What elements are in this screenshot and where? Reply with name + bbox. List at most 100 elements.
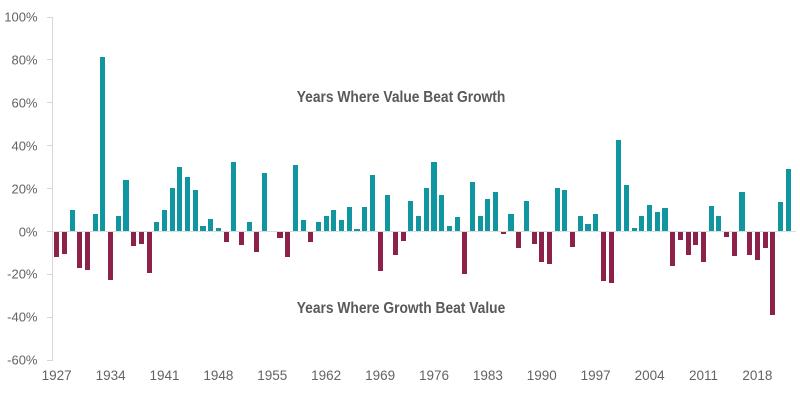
- x-axis-tick-label: 2004: [634, 368, 665, 383]
- x-axis-tick-label: 1962: [311, 368, 342, 383]
- bar-2008: [677, 232, 683, 241]
- bar-1934: [108, 232, 114, 281]
- bar-1988: [523, 201, 529, 231]
- bar-1974: [416, 215, 422, 231]
- bar-1932: [92, 213, 98, 231]
- y-axis-tick-label: 0%: [18, 224, 38, 239]
- annotation-growth-beat-value: Years Where Growth Beat Value: [296, 299, 506, 317]
- bar-1949: [223, 232, 229, 243]
- bar-2012: [708, 205, 714, 231]
- bar-1997: [593, 213, 599, 231]
- bar-1958: [292, 164, 298, 231]
- bar-1982: [477, 216, 483, 231]
- y-axis-tick-label: -60%: [7, 352, 38, 368]
- bar-1981: [469, 181, 476, 231]
- bar-1999: [608, 232, 614, 283]
- bar-1968: [369, 175, 375, 231]
- bar-2014: [724, 232, 730, 238]
- bar-1989: [531, 232, 537, 244]
- bar-1942: [169, 188, 175, 231]
- x-axis-tick-label: 2011: [688, 368, 719, 383]
- bar-1947: [208, 218, 214, 231]
- bar-1938: [138, 232, 144, 244]
- y-tick-mark: [47, 59, 52, 61]
- annotation-value-beat-growth: Years Where Value Beat Growth: [296, 88, 506, 106]
- bar-1948: [215, 228, 221, 231]
- x-axis-tick-label: 1941: [149, 368, 180, 383]
- bar-1970: [385, 194, 391, 231]
- bar-2009: [685, 232, 691, 255]
- bar-2011: [700, 232, 707, 263]
- x-axis-tick-label: 1983: [472, 368, 503, 383]
- x-axis-tick-label: 1948: [203, 368, 234, 383]
- bar-1952: [246, 222, 252, 231]
- bar-1929: [69, 209, 75, 231]
- bar-1992: [554, 188, 560, 231]
- bar-1937: [131, 232, 137, 246]
- y-axis-tick-label: -20%: [7, 266, 38, 282]
- bar-1963: [331, 209, 337, 231]
- bar-1936: [123, 179, 129, 231]
- bar-1960: [308, 232, 314, 243]
- bar-2020: [770, 232, 776, 315]
- bar-2005: [654, 212, 660, 231]
- x-axis-tick-label: 1969: [365, 368, 396, 383]
- bar-1935: [115, 215, 121, 231]
- bar-1961: [315, 222, 322, 231]
- bar-1951: [238, 232, 245, 245]
- bar-1971: [392, 232, 399, 255]
- bar-1973: [408, 200, 414, 231]
- bar-2007: [670, 232, 676, 267]
- bar-1944: [185, 177, 191, 231]
- bar-1996: [585, 224, 591, 231]
- bar-1987: [516, 232, 522, 248]
- y-axis-tick-label: 60%: [11, 95, 38, 111]
- bar-1985: [500, 232, 506, 235]
- bar-1962: [323, 215, 329, 231]
- bar-1979: [454, 217, 460, 231]
- y-tick-mark: [47, 231, 52, 232]
- bar-1933: [100, 57, 106, 231]
- x-axis-tick-label: 1976: [418, 368, 450, 383]
- bar-2017: [747, 232, 753, 255]
- bar-1986: [508, 214, 514, 231]
- bar-1957: [285, 232, 291, 257]
- bar-2015: [731, 232, 737, 257]
- bar-1975: [423, 188, 429, 231]
- bar-1943: [177, 166, 183, 231]
- bar-2019: [762, 232, 768, 248]
- bar-2018: [754, 232, 760, 261]
- y-tick-mark: [47, 102, 52, 104]
- y-tick-mark: [47, 273, 52, 275]
- bar-1959: [300, 220, 306, 231]
- bar-1965: [346, 207, 352, 231]
- bar-1964: [339, 219, 345, 231]
- bar-1939: [146, 232, 152, 273]
- bar-1956: [277, 232, 283, 239]
- bar-1978: [446, 226, 452, 231]
- x-axis-tick-label: 1934: [95, 368, 126, 383]
- zero-baseline: [52, 231, 796, 232]
- y-axis-tick-label: -40%: [7, 309, 38, 325]
- bar-2010: [693, 232, 699, 246]
- bar-1950: [231, 162, 237, 231]
- bar-1983: [485, 199, 491, 231]
- bar-1991: [546, 232, 553, 265]
- y-tick-mark: [47, 316, 52, 318]
- bar-1945: [192, 190, 198, 231]
- bar-1927: [54, 232, 60, 257]
- x-axis-tick-label: 1997: [580, 368, 611, 383]
- x-axis-tick-label: 2018: [742, 368, 773, 383]
- bar-1977: [439, 194, 445, 231]
- y-axis-line: [51, 16, 53, 361]
- y-tick-mark: [47, 359, 52, 361]
- bar-1966: [354, 228, 360, 231]
- bar-2013: [716, 216, 722, 231]
- bar-2002: [631, 228, 637, 231]
- y-axis-tick-label: 100%: [4, 9, 38, 25]
- bar-1998: [600, 232, 606, 282]
- bar-2000: [616, 140, 622, 231]
- bar-1994: [570, 232, 576, 247]
- bar-2021: [777, 202, 784, 231]
